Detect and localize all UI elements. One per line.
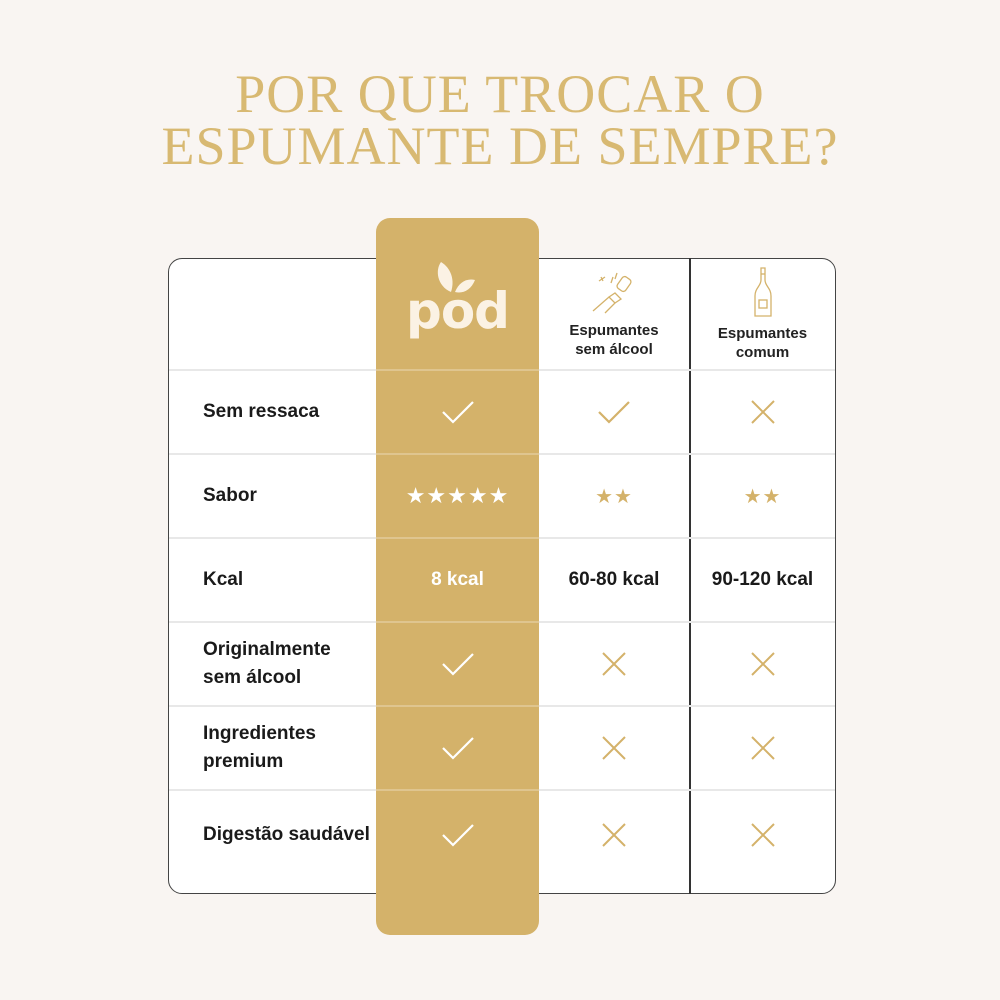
leaf-logo-icon — [437, 262, 475, 293]
table-cell — [376, 706, 539, 790]
kcal-value: 8 kcal — [431, 569, 484, 590]
row-divider — [376, 453, 539, 455]
rating-stars: ★★ — [743, 485, 782, 508]
table-cell: 60-80 kcal — [539, 538, 689, 622]
check-icon — [441, 653, 474, 676]
cross-icon — [750, 736, 775, 760]
table-cell: ★★ — [689, 454, 836, 538]
row-divider — [376, 537, 539, 539]
column-divider — [689, 258, 691, 894]
cross-icon — [602, 652, 626, 676]
table-cell — [376, 790, 539, 880]
header-regular: Espumantes comum — [689, 264, 836, 364]
table-cell — [689, 706, 836, 790]
table-cell: 8 kcal — [376, 538, 539, 622]
pod-logo: pod — [376, 250, 539, 350]
cross-icon — [602, 823, 626, 847]
row-label: Digestão saudável — [203, 824, 370, 845]
check-icon — [441, 737, 474, 760]
check-icon — [441, 401, 474, 424]
champagne-bottle-icon — [753, 267, 772, 317]
rating-stars: ★★★★★ — [405, 483, 510, 508]
row-label: Ingredientes premium — [203, 723, 316, 772]
popping-cork-icon — [592, 272, 632, 314]
cross-icon — [602, 736, 626, 760]
row-label: Sabor — [203, 485, 257, 506]
table-cell — [689, 370, 836, 454]
cross-icon — [750, 652, 775, 676]
check-icon — [598, 401, 630, 424]
kcal-value: 60-80 kcal — [568, 569, 660, 590]
table-cell — [539, 706, 689, 790]
row-divider — [376, 369, 539, 371]
header-non-alcoholic: Espumantes sem álcool — [539, 264, 689, 364]
table-cell — [689, 790, 836, 880]
row-label: Kcal — [203, 569, 244, 590]
row-divider — [376, 789, 539, 791]
row-label: Originalmente sem álcool — [203, 639, 331, 688]
row-label: Sem ressaca — [203, 401, 320, 422]
table-cell — [376, 622, 539, 706]
table-cell: ★★ — [539, 454, 689, 538]
table-cell: 90-120 kcal — [689, 538, 836, 622]
page-title: POR QUE TROCAR O ESPUMANTE DE SEMPRE? — [161, 64, 839, 176]
kcal-value: 90-120 kcal — [711, 569, 814, 590]
table-cell — [539, 370, 689, 454]
row-divider — [376, 705, 539, 707]
cross-icon — [750, 823, 775, 847]
check-icon — [441, 824, 474, 847]
table-cell — [689, 622, 836, 706]
table-cell: ★★★★★ — [376, 454, 539, 538]
table-cell — [376, 370, 539, 454]
rating-stars: ★★ — [595, 485, 633, 508]
row-divider — [376, 621, 539, 623]
pod-highlight-column — [376, 218, 539, 935]
table-cell — [539, 622, 689, 706]
table-cell — [539, 790, 689, 880]
cross-icon — [750, 400, 775, 424]
